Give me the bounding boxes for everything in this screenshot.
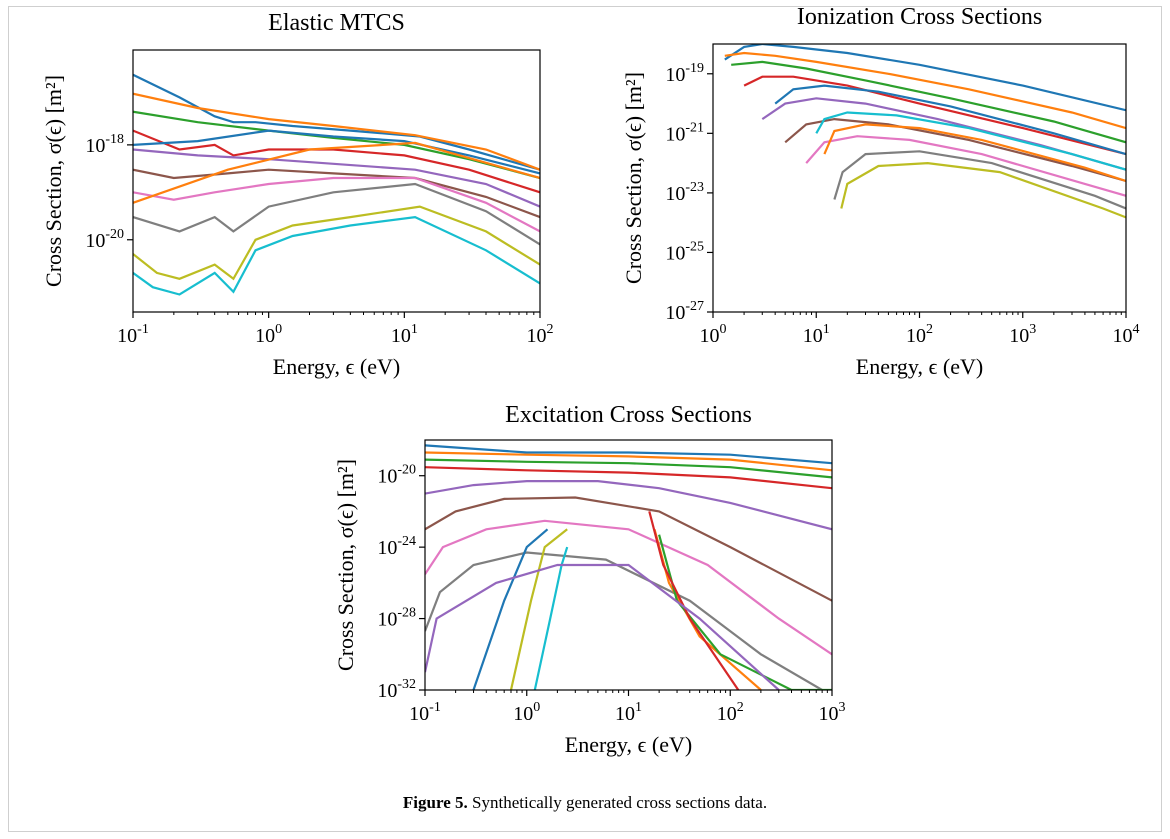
series-line bbox=[472, 528, 549, 690]
x-tick-label: 101 bbox=[803, 322, 830, 347]
chart-title: Excitation Cross Sections bbox=[505, 402, 752, 428]
series-line bbox=[425, 563, 780, 690]
y-tick-label: 10-18 bbox=[85, 132, 124, 157]
series-line bbox=[133, 141, 540, 204]
series-line bbox=[425, 496, 832, 602]
series-line bbox=[425, 551, 823, 690]
series-line bbox=[133, 176, 540, 233]
y-tick-label: 10-21 bbox=[665, 120, 704, 145]
series-line bbox=[133, 129, 540, 194]
chart-title: Elastic MTCS bbox=[268, 10, 405, 36]
series-line bbox=[724, 44, 1126, 112]
y-tick-label: 10-19 bbox=[665, 61, 704, 86]
y-tick-label: 10-32 bbox=[377, 677, 416, 702]
series-line bbox=[133, 215, 540, 296]
caption-text: Synthetically generated cross sections d… bbox=[467, 793, 768, 812]
series-line bbox=[133, 182, 540, 246]
series-line bbox=[815, 111, 1126, 171]
y-axis-label: Cross Section, σ(ϵ) [m²] bbox=[333, 459, 358, 671]
x-tick-label: 100 bbox=[700, 322, 727, 347]
elastic-mtcs-chart: Elastic MTCS 10-1 100 101 102 10-18 10-20 Energ… bbox=[41, 10, 554, 379]
series-line bbox=[133, 92, 540, 171]
series-line bbox=[425, 451, 832, 472]
series-line bbox=[509, 528, 568, 690]
x-tick-label: 101 bbox=[391, 322, 418, 347]
series-line bbox=[774, 84, 1126, 156]
x-tick-label: 103 bbox=[819, 700, 846, 725]
series-line bbox=[833, 150, 1126, 210]
y-tick-label: 10-23 bbox=[665, 180, 704, 205]
y-tick-label: 10-24 bbox=[377, 534, 416, 559]
series-line bbox=[724, 51, 1126, 130]
axes-frame bbox=[132, 49, 541, 313]
y-tick-label: 10-20 bbox=[377, 463, 416, 488]
series-line bbox=[133, 129, 540, 175]
series-line bbox=[425, 458, 832, 479]
x-tick-label: 10-1 bbox=[409, 700, 441, 725]
series-line bbox=[840, 161, 1126, 219]
series-line bbox=[425, 466, 832, 490]
series-group bbox=[133, 73, 540, 296]
series-line bbox=[743, 75, 1126, 156]
figure-frame bbox=[8, 6, 1162, 832]
series-line bbox=[533, 546, 569, 690]
series-line bbox=[133, 110, 540, 180]
series-line bbox=[658, 534, 832, 690]
series-line bbox=[425, 480, 832, 531]
series-line bbox=[133, 148, 540, 208]
x-tick-label: 101 bbox=[615, 700, 642, 725]
series-line bbox=[133, 168, 540, 219]
y-tick-label: 10-27 bbox=[665, 299, 704, 324]
x-tick-label: 10-1 bbox=[117, 322, 149, 347]
y-tick-label: 10-25 bbox=[665, 239, 704, 264]
y-axis-label: Cross Section, σ(ϵ) [m²] bbox=[621, 72, 646, 284]
series-line bbox=[648, 511, 740, 690]
series-line bbox=[425, 519, 832, 656]
x-tick-label: 102 bbox=[717, 700, 744, 725]
x-tick-label: 100 bbox=[255, 322, 282, 347]
excitation-chart: Excitation Cross Sections 10-1 100 101 102 10… bbox=[333, 402, 846, 757]
series-line bbox=[823, 123, 1126, 183]
series-line bbox=[133, 205, 540, 281]
x-tick-label: 102 bbox=[906, 322, 933, 347]
figure-caption: Figure 5. Synthetically generated cross … bbox=[0, 793, 1170, 813]
x-axis-label: Energy, ϵ (eV) bbox=[273, 354, 400, 379]
caption-label: Figure 5. bbox=[402, 793, 468, 812]
x-tick-label: 102 bbox=[527, 322, 554, 347]
series-line bbox=[784, 117, 1126, 183]
x-tick-label: 104 bbox=[1113, 322, 1140, 347]
y-tick-label: 10-20 bbox=[85, 227, 124, 252]
x-axis-label: Energy, ϵ (eV) bbox=[856, 354, 983, 379]
y-axis-label: Cross Section, σ(ϵ) [m²] bbox=[41, 75, 66, 287]
x-tick-label: 103 bbox=[1009, 322, 1036, 347]
chart-title: Ionization Cross Sections bbox=[797, 4, 1042, 30]
x-axis-label: Energy, ϵ (eV) bbox=[565, 732, 692, 757]
series-line bbox=[425, 444, 832, 465]
series-line bbox=[805, 135, 1126, 197]
series-group bbox=[724, 44, 1126, 219]
series-group bbox=[425, 444, 832, 690]
x-tick-label: 100 bbox=[513, 700, 540, 725]
ionization-chart: Ionization Cross Sections 100 101 102 103 104… bbox=[621, 4, 1140, 379]
y-tick-label: 10-28 bbox=[377, 606, 416, 631]
series-line bbox=[731, 60, 1126, 144]
